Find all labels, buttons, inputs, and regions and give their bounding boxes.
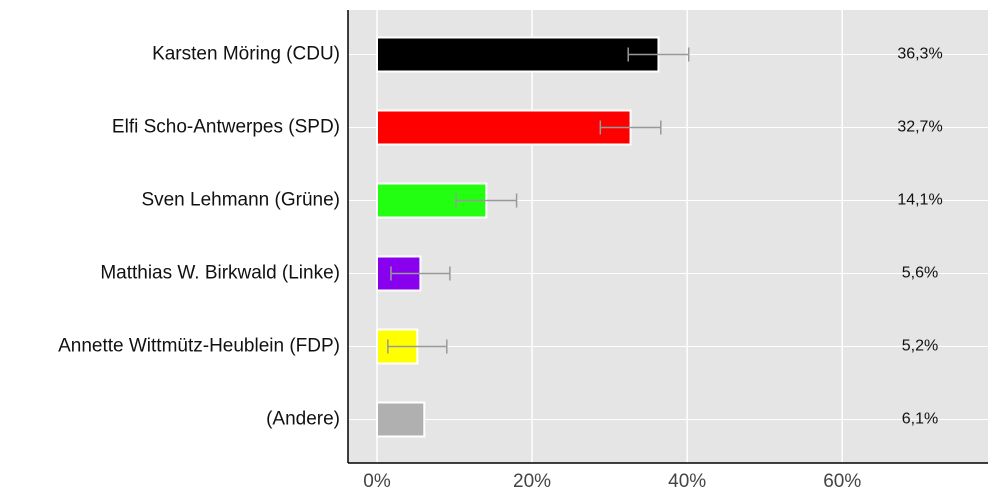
category-label: Sven Lehmann (Grüne) [141, 190, 340, 211]
x-tick-label: 60% [823, 471, 861, 492]
bar [375, 109, 632, 146]
x-tick-label: 0% [363, 471, 391, 492]
category-label: Karsten Möring (CDU) [152, 44, 340, 65]
value-label: 5,2% [902, 338, 938, 355]
value-label: 6,1% [902, 411, 938, 428]
value-label: 5,6% [902, 265, 938, 282]
error-bar [390, 266, 451, 281]
bar [375, 401, 426, 438]
category-label: Matthias W. Birkwald (Linke) [100, 263, 340, 284]
category-label: Annette Wittmütz-Heublein (FDP) [58, 336, 340, 357]
bar [375, 36, 660, 73]
error-bar [599, 120, 662, 135]
error-bar [387, 339, 448, 354]
category-label: Elfi Scho-Antwerpes (SPD) [112, 117, 340, 138]
value-label: 36,3% [897, 46, 942, 63]
value-label: 14,1% [897, 192, 942, 209]
plot-background [348, 10, 988, 463]
category-label: (Andere) [266, 409, 340, 430]
x-tick-label: 40% [668, 471, 706, 492]
error-bar [455, 193, 518, 208]
x-tick-label: 20% [513, 471, 551, 492]
value-label: 32,7% [897, 119, 942, 136]
error-bar [627, 47, 690, 62]
